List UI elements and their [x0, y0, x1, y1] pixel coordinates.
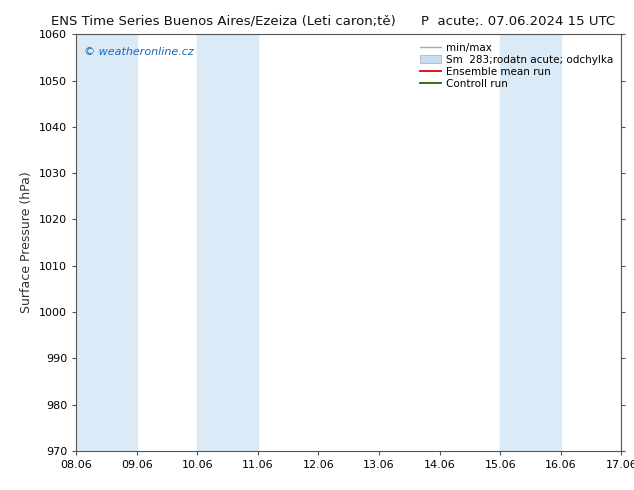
Y-axis label: Surface Pressure (hPa): Surface Pressure (hPa) [20, 172, 34, 314]
Bar [76, 34, 137, 451]
Bar [197, 34, 258, 451]
Bar [500, 34, 560, 451]
Text: © weatheronline.cz: © weatheronline.cz [84, 47, 194, 57]
Text: P  acute;. 07.06.2024 15 UTC: P acute;. 07.06.2024 15 UTC [421, 15, 615, 28]
Text: ENS Time Series Buenos Aires/Ezeiza (Leti caron;tě): ENS Time Series Buenos Aires/Ezeiza (Let… [51, 15, 396, 28]
Legend: min/max, Sm  283;rodatn acute; odchylka, Ensemble mean run, Controll run: min/max, Sm 283;rodatn acute; odchylka, … [417, 40, 616, 92]
Bar [621, 34, 634, 451]
